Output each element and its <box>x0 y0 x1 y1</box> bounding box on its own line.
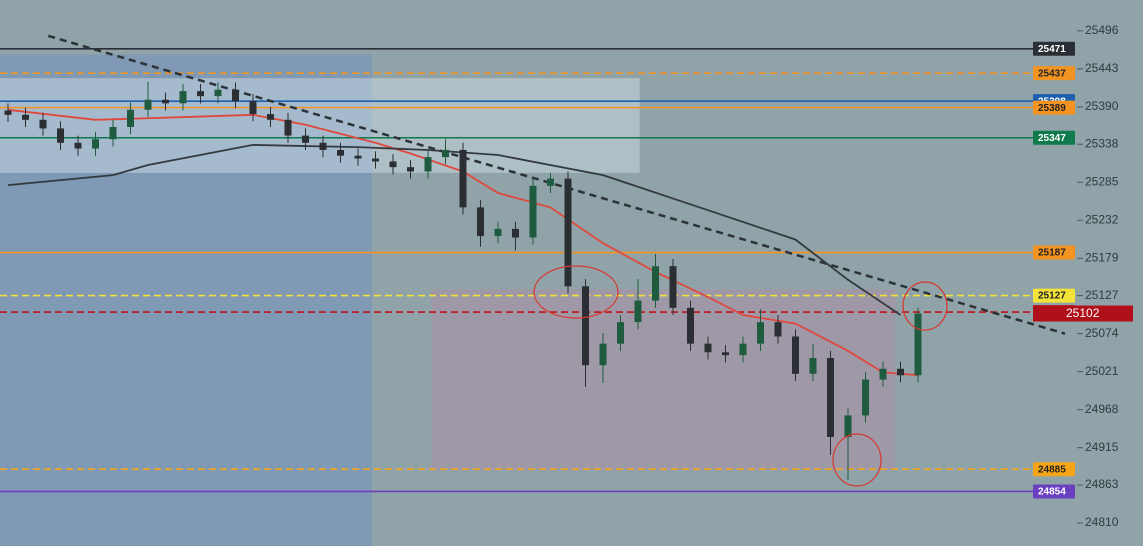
candles <box>4 81 922 480</box>
candle-body <box>704 343 712 353</box>
candle-body <box>179 91 187 104</box>
candle-body <box>267 114 274 120</box>
y-tick-label: 25232 <box>1085 212 1119 226</box>
price-tag-label: 25187 <box>1038 248 1066 259</box>
candle-body <box>774 322 782 337</box>
candle-body <box>652 266 659 301</box>
price-tag-label: 25471 <box>1038 44 1066 55</box>
y-tick-label: 25390 <box>1085 99 1119 113</box>
y-tick-label: 25443 <box>1085 61 1119 75</box>
y-tick-label: 24863 <box>1085 477 1119 491</box>
price-tag-label: 25347 <box>1038 133 1066 144</box>
candle-body <box>512 228 519 238</box>
candle-body <box>529 185 537 238</box>
candle-body <box>4 110 12 115</box>
candle-body <box>109 126 117 140</box>
candle-body <box>494 228 502 237</box>
candle-body <box>599 343 607 366</box>
price-tag <box>1033 130 1075 145</box>
candle-body <box>407 167 414 172</box>
candle-body <box>547 178 554 186</box>
price-tags: 2547125437253982538925347251872512725104… <box>1033 41 1133 499</box>
circle <box>902 281 948 331</box>
y-tick-label: 24968 <box>1085 402 1119 416</box>
candle-body <box>827 358 834 437</box>
y-tick-label: 25179 <box>1085 250 1119 264</box>
y-tick-label: 24810 <box>1085 515 1119 529</box>
candle-body <box>319 142 327 150</box>
price-tag <box>1033 245 1075 260</box>
zone <box>0 78 640 173</box>
y-tick-label: 25127 <box>1085 288 1119 302</box>
y-tick-label: 25074 <box>1085 326 1119 340</box>
price-tag-label: 25437 <box>1038 68 1066 79</box>
price-tag <box>1033 462 1075 477</box>
price-tag <box>1033 484 1075 499</box>
price-tag-label: 24885 <box>1038 464 1066 475</box>
candle-body <box>792 336 799 374</box>
candle-body <box>722 352 729 356</box>
y-tick-label: 25021 <box>1085 364 1119 378</box>
candle-body <box>459 149 467 208</box>
y-tick-label: 25285 <box>1085 174 1119 188</box>
candle-body <box>284 119 292 136</box>
y-tick-label: 25338 <box>1085 136 1119 150</box>
y-tick-label: 24915 <box>1085 440 1119 454</box>
candle-body <box>214 89 222 97</box>
price-tag-label: 24854 <box>1038 487 1066 498</box>
candle-body <box>442 149 449 158</box>
candle-body <box>634 300 642 323</box>
candle-body <box>144 99 152 110</box>
price-tag-label: 25389 <box>1038 103 1066 114</box>
circle <box>533 265 619 319</box>
candle-body <box>92 139 99 149</box>
candle-body <box>39 119 47 129</box>
y-axis: 25496 25443 25390 25338 25285 25232 25179 25127… <box>1077 23 1119 529</box>
candle-body <box>669 266 677 308</box>
candle-body <box>232 89 239 102</box>
candle-body <box>249 101 257 115</box>
candle-body <box>477 207 484 237</box>
candle-body <box>127 109 134 127</box>
candle-body <box>617 322 624 344</box>
candle-body <box>337 149 344 156</box>
candle-body <box>897 368 904 376</box>
candle-body <box>162 99 169 104</box>
price-tag <box>1033 100 1075 115</box>
candle-body <box>74 142 82 149</box>
candle-body <box>582 286 589 366</box>
trendline <box>47 34 1066 335</box>
candle-body <box>879 368 887 380</box>
price-tag <box>1033 41 1075 56</box>
candle-body <box>757 322 764 344</box>
candle-body <box>197 91 204 97</box>
price-tag <box>1033 288 1075 303</box>
candle-body <box>862 379 869 416</box>
candle-body <box>914 313 922 376</box>
last-price-label: 25102 <box>1066 306 1100 320</box>
candle-body <box>372 158 379 162</box>
candle-body <box>844 415 852 437</box>
last-price-tag <box>1033 305 1133 322</box>
moving-average <box>7 108 919 377</box>
candle-body <box>687 307 694 344</box>
candle-body <box>809 358 817 374</box>
circle-annotations <box>533 265 948 487</box>
zone <box>431 289 896 470</box>
y-tick-label: 25496 <box>1085 23 1119 37</box>
candle-body <box>22 114 29 120</box>
circle <box>832 433 882 487</box>
candle-body <box>354 155 362 159</box>
candle-body <box>302 135 309 143</box>
price-tag-label: 25127 <box>1038 291 1066 302</box>
candle-body <box>389 161 397 168</box>
candle-body <box>564 178 572 287</box>
candle-body <box>57 128 64 143</box>
candle-body <box>739 343 747 356</box>
candle-body <box>424 157 432 172</box>
price-tag <box>1033 66 1075 81</box>
